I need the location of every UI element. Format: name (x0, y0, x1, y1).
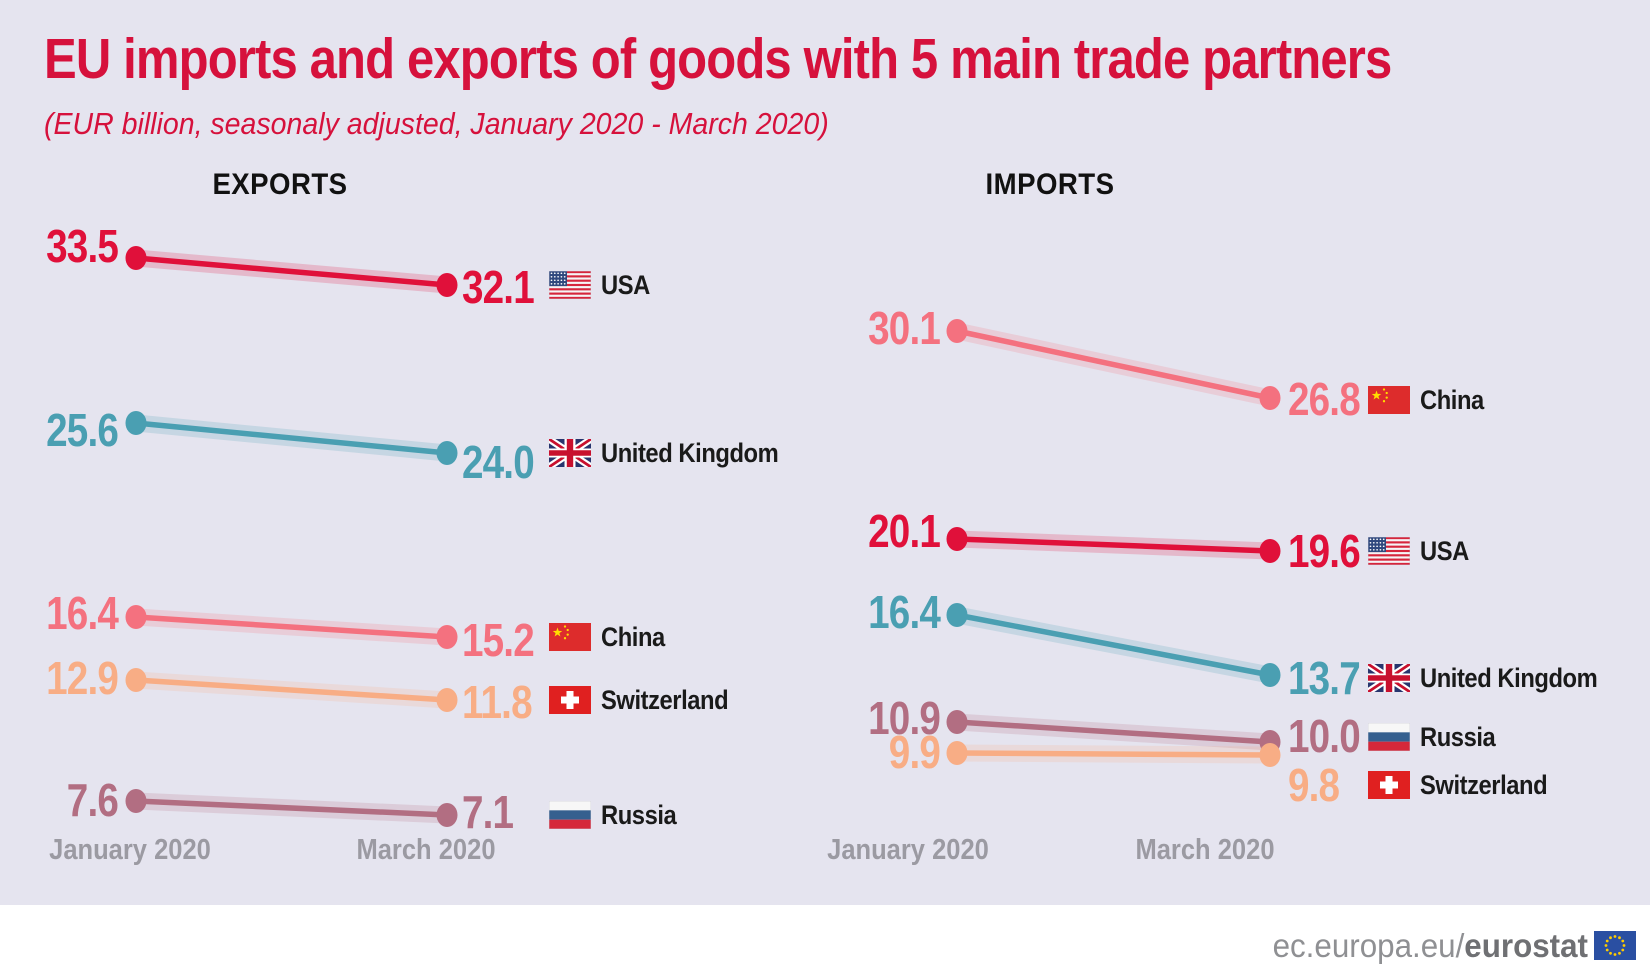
imports-united-kingdom-end-dot (1259, 663, 1281, 687)
exports-united-kingdom-country-label: United Kingdom (601, 438, 779, 468)
imports-russia-start-dot (946, 710, 968, 734)
imports-axis-january-label: January 2020 (827, 834, 989, 866)
imports-united-kingdom-start-dot (946, 603, 968, 627)
imports-china-line (956, 328, 1271, 401)
exports-switzerland-end-dot (436, 688, 458, 712)
chart-background (0, 0, 1650, 905)
page-title: EU imports and exports of goods with 5 m… (44, 27, 1392, 91)
imports-china-country-label: China (1420, 385, 1484, 415)
imports-switzerland-start-value: 9.9 (888, 726, 941, 778)
exports-usa-end-value: 32.1 (462, 261, 535, 313)
uk-flag-icon (549, 439, 591, 467)
exports-usa-line (135, 255, 448, 288)
switzerland-flag-icon (549, 686, 591, 714)
footer-site-text: ec.europa.eu/eurostat (1018, 928, 1588, 964)
exports-axis-january-label: January 2020 (49, 834, 211, 866)
exports-switzerland-start-dot (125, 668, 147, 692)
imports-china-end-value: 26.8 (1288, 373, 1361, 425)
exports-usa-start-dot (125, 246, 147, 270)
exports-china-country-label: China (601, 622, 665, 652)
exports-russia-end-value: 7.1 (462, 786, 514, 838)
exports-china-start-value: 16.4 (46, 587, 119, 639)
exports-usa-end-dot (436, 273, 458, 297)
imports-russia-line (956, 719, 1271, 745)
imports-united-kingdom-line (956, 612, 1271, 678)
exports-united-kingdom-end-value: 24.0 (462, 436, 535, 488)
exports-panel-title: EXPORTS (212, 168, 348, 201)
exports-russia-line (135, 798, 448, 818)
imports-usa-start-value: 20.1 (868, 505, 941, 557)
imports-panel-title: IMPORTS (985, 168, 1115, 201)
china-flag-icon (1368, 386, 1410, 414)
usa-flag-icon (549, 271, 591, 299)
exports-russia-start-dot (125, 789, 147, 813)
russia-flag-icon (549, 801, 591, 829)
exports-switzerland-start-value: 12.9 (46, 652, 119, 704)
imports-russia-start-value: 10.9 (868, 692, 941, 744)
imports-united-kingdom-end-value: 13.7 (1288, 652, 1361, 704)
switzerland-flag-icon (1368, 771, 1410, 799)
imports-russia-end-value: 10.0 (1288, 710, 1361, 762)
footer-site-prefix: ec.europa.eu/ (1272, 927, 1465, 964)
exports-united-kingdom-line (135, 420, 448, 456)
exports-switzerland-country-label: Switzerland (601, 685, 729, 715)
imports-united-kingdom-start-value: 16.4 (868, 586, 941, 638)
imports-usa-end-dot (1259, 539, 1281, 563)
imports-usa-line (956, 536, 1271, 554)
imports-switzerland-country-label: Switzerland (1420, 770, 1548, 800)
imports-china-end-dot (1259, 386, 1281, 410)
footer-band (0, 905, 1650, 975)
exports-united-kingdom-start-value: 25.6 (46, 404, 119, 456)
imports-switzerland-end-value: 9.8 (1288, 759, 1340, 811)
imports-russia-country-label: Russia (1420, 722, 1496, 752)
imports-switzerland-line (956, 750, 1271, 758)
exports-usa-start-value: 33.5 (46, 220, 119, 272)
imports-switzerland-start-dot (946, 741, 968, 765)
exports-china-end-value: 15.2 (462, 614, 535, 666)
exports-switzerland-end-value: 11.8 (462, 676, 533, 728)
exports-china-start-dot (125, 605, 147, 629)
exports-switzerland-line (135, 677, 448, 703)
imports-china-start-value: 30.1 (868, 302, 941, 354)
imports-united-kingdom-country-label: United Kingdom (1420, 663, 1598, 693)
exports-usa-country-label: USA (601, 270, 650, 300)
imports-switzerland-end-dot (1259, 743, 1281, 767)
eu-flag-icon (1594, 931, 1636, 960)
page-subtitle: (EUR billion, seasonaly adjusted, Januar… (44, 106, 829, 141)
exports-axis-march-label: March 2020 (356, 834, 496, 866)
exports-russia-end-dot (436, 803, 458, 827)
exports-china-line (135, 614, 448, 640)
exports-russia-start-value: 7.6 (66, 774, 119, 826)
imports-usa-end-value: 19.6 (1288, 525, 1361, 577)
imports-axis-march-label: March 2020 (1135, 834, 1275, 866)
china-flag-icon (549, 623, 591, 651)
eurostat-logo-text: eurostat (1464, 927, 1588, 964)
exports-united-kingdom-start-dot (125, 411, 147, 435)
exports-russia-country-label: Russia (601, 800, 677, 830)
imports-usa-start-dot (946, 527, 968, 551)
imports-usa-country-label: USA (1420, 536, 1469, 566)
russia-flag-icon (1368, 723, 1410, 751)
imports-china-start-dot (946, 319, 968, 343)
exports-china-end-dot (436, 625, 458, 649)
uk-flag-icon (1368, 664, 1410, 692)
usa-flag-icon (1368, 537, 1410, 565)
exports-united-kingdom-end-dot (436, 441, 458, 465)
